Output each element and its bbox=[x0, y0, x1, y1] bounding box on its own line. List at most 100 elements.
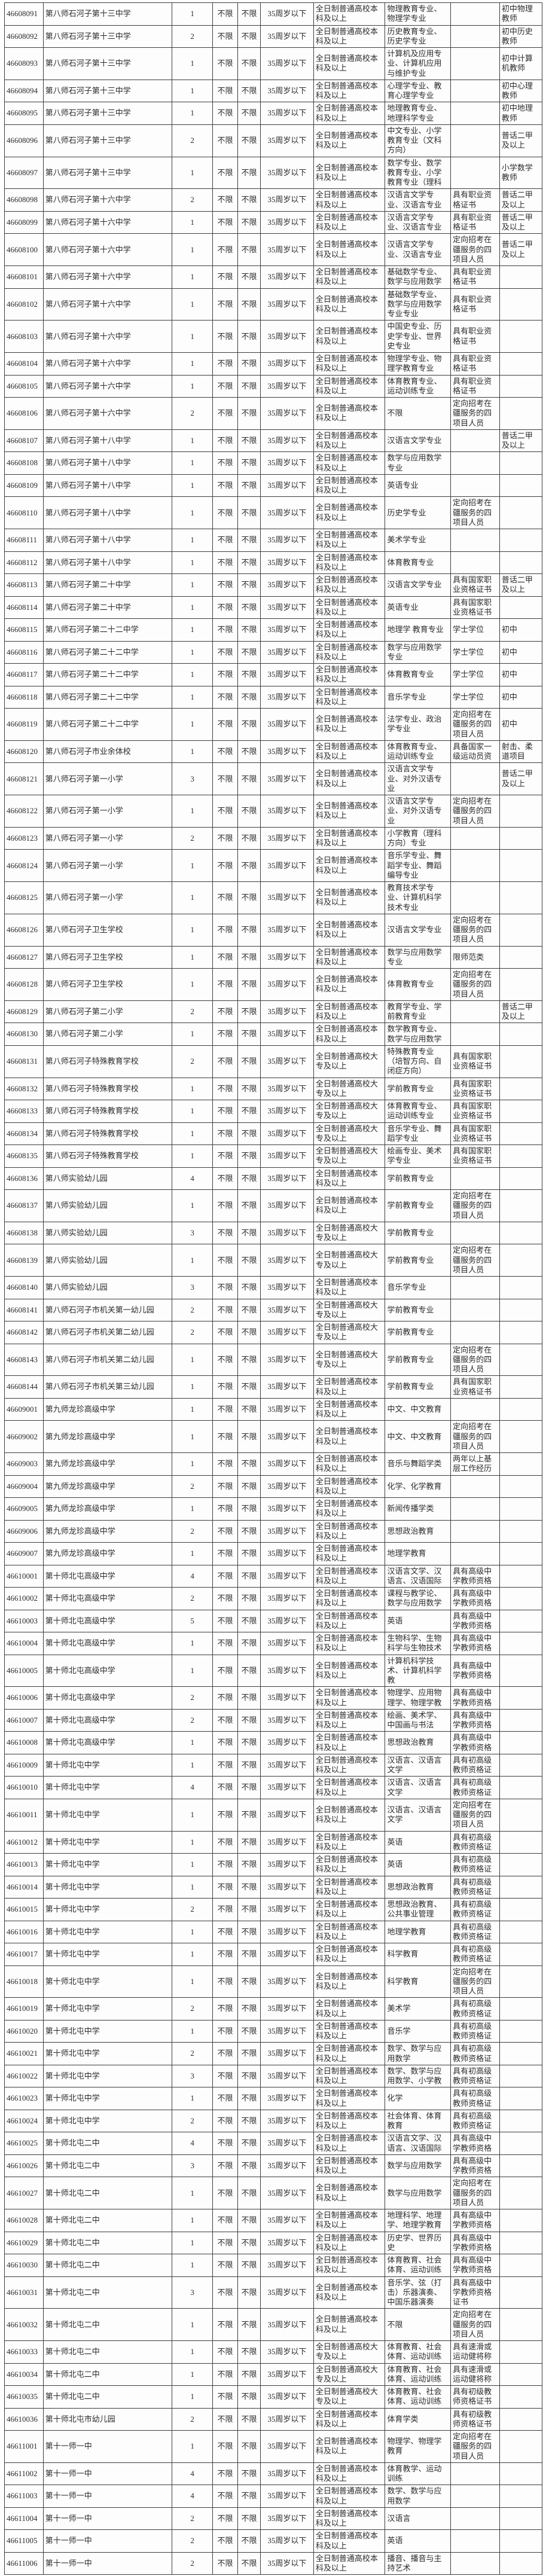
cell-openings: 1 bbox=[172, 1943, 213, 1966]
cell-other-requirement: 具有职业资格证书 bbox=[450, 265, 500, 289]
cell-remark bbox=[499, 397, 543, 430]
cell-job-id: 46610020 bbox=[4, 2019, 44, 2043]
cell-job-id: 46609004 bbox=[4, 1475, 44, 1498]
cell-major: 数学、数学与应用数学 bbox=[385, 2042, 452, 2065]
cell-gender-limit: 不限 bbox=[212, 1920, 239, 1943]
cell-gender-limit: 不限 bbox=[212, 762, 239, 795]
cell-major: 学前教育专业 bbox=[385, 1321, 452, 1344]
table-row: 46608110 第八师石河子第十八中学 1 不限 不限 35周岁以下 全日制普通高校本科及… bbox=[4, 496, 543, 529]
cell-education: 全日制普通高校本科及以上 bbox=[313, 1898, 386, 1921]
cell-gender-limit: 不限 bbox=[212, 1397, 239, 1421]
cell-remark bbox=[499, 2551, 543, 2575]
table-row: 46610018 第十师北屯中学 1 不限 不限 35周岁以下 全日制普通高校本科及以上 科学… bbox=[4, 1965, 543, 1998]
cell-other-requirement: 定向招考在疆服务的四项目人员 bbox=[450, 1189, 500, 1222]
cell-major: 音乐学专业 bbox=[385, 685, 452, 709]
cell-employer: 第十一师一中 bbox=[42, 2529, 173, 2553]
cell-age-limit: 35周岁以下 bbox=[260, 2407, 314, 2431]
cell-gender-limit: 不限 bbox=[212, 2209, 239, 2232]
cell-remark bbox=[499, 1497, 543, 1521]
cell-employer: 第八师石河子第十八中学 bbox=[42, 429, 173, 453]
cell-major: 特殊教育专业（培智方向、自闭症方向） bbox=[385, 1045, 452, 1078]
cell-ethnic-limit: 不限 bbox=[237, 1475, 261, 1498]
cell-ethnic-limit: 不限 bbox=[237, 2231, 261, 2254]
cell-employer: 第八师实验幼儿园 bbox=[42, 1244, 173, 1277]
cell-remark bbox=[499, 1731, 543, 1754]
cell-job-id: 46610012 bbox=[4, 1830, 44, 1854]
cell-major: 学前教育专业 bbox=[385, 1077, 452, 1100]
cell-employer: 第十师北屯二中 bbox=[42, 2231, 173, 2254]
cell-gender-limit: 不限 bbox=[212, 1189, 239, 1222]
cell-remark: 初中物理教师 bbox=[499, 2, 543, 26]
cell-remark: 普话二甲及以上 bbox=[499, 210, 543, 234]
cell-ethnic-limit: 不限 bbox=[237, 1943, 261, 1966]
cell-openings: 2 bbox=[172, 2507, 213, 2531]
cell-job-id: 46609003 bbox=[4, 1452, 44, 1476]
cell-other-requirement bbox=[450, 1321, 500, 1344]
cell-openings: 2 bbox=[172, 188, 213, 212]
cell-other-requirement: 具有国家职业资格证书 bbox=[450, 1045, 500, 1078]
table-row: 46610008 第十师北屯高级中学 1 不限 不限 35周岁以下 全日制普通高校本科及以上… bbox=[4, 1731, 543, 1754]
cell-openings: 1 bbox=[172, 1023, 213, 1046]
cell-other-requirement: 定向招考在疆服务的四项目人员 bbox=[450, 1798, 500, 1832]
table-row: 46608122 第八师石河子第一小学 1 不限 不限 35周岁以下 全日制普通高校本科及以… bbox=[4, 795, 543, 828]
cell-major: 法学专业、政治学专业 bbox=[385, 708, 452, 741]
cell-gender-limit: 不限 bbox=[212, 1609, 239, 1632]
cell-employer: 第八师实验幼儿园 bbox=[42, 1167, 173, 1190]
cell-job-id: 46609006 bbox=[4, 1519, 44, 1543]
cell-ethnic-limit: 不限 bbox=[237, 685, 261, 709]
cell-remark: 普话二甲及以上 bbox=[499, 762, 543, 795]
cell-employer: 第十师北屯中学 bbox=[42, 1920, 173, 1943]
cell-education: 全日制普通高校本科及以上 bbox=[313, 2109, 386, 2133]
cell-remark bbox=[499, 2407, 543, 2431]
cell-other-requirement: 具有国家职业资格证书 bbox=[450, 1100, 500, 1123]
table-row: 46610020 第十师北屯中学 1 不限 不限 35周岁以下 全日制普通高校本科及以上 音乐… bbox=[4, 2019, 543, 2043]
cell-employer: 第十师北屯中学 bbox=[42, 2019, 173, 2043]
cell-age-limit: 35周岁以下 bbox=[260, 352, 314, 376]
table-row: 46610036 第十师北屯市幼儿园 2 不限 不限 35周岁以下 全日制普通高校本科及以上… bbox=[4, 2407, 543, 2431]
table-row: 46610034 第十师北屯二中 1 不限 不限 35周岁以下 全日制普通高校大专及以上 体育… bbox=[4, 2363, 543, 2386]
cell-major: 汉语言文学专业、对外汉语专业 bbox=[385, 762, 452, 795]
cell-major: 播音、播音与主持艺术 bbox=[385, 2551, 452, 2575]
cell-ethnic-limit: 不限 bbox=[237, 1708, 261, 1732]
table-row: 46608098 第八师石河子第十六中学 2 不限 不限 35周岁以下 全日制普通高校本科及… bbox=[4, 188, 543, 212]
cell-employer: 第十师北屯中学 bbox=[42, 1776, 173, 1799]
cell-job-id: 46608121 bbox=[4, 762, 44, 795]
cell-other-requirement bbox=[450, 79, 500, 103]
cell-openings: 4 bbox=[172, 1167, 213, 1190]
cell-job-id: 46608129 bbox=[4, 1000, 44, 1024]
cell-gender-limit: 不限 bbox=[212, 233, 239, 266]
cell-other-requirement: 具有初高级教师资格证 bbox=[450, 1875, 500, 1899]
cell-education: 全日制普通高校本科及以上 bbox=[313, 2507, 386, 2531]
cell-education: 全日制普通高校大专及以上 bbox=[313, 2363, 386, 2386]
cell-gender-limit: 不限 bbox=[212, 1452, 239, 1476]
cell-other-requirement bbox=[450, 124, 500, 157]
cell-major: 体育教育、社会体育、运动训练 bbox=[385, 2254, 452, 2277]
cell-job-id: 46608103 bbox=[4, 320, 44, 353]
cell-age-limit: 35周岁以下 bbox=[260, 429, 314, 453]
cell-openings: 1 bbox=[172, 374, 213, 398]
cell-age-limit: 35周岁以下 bbox=[260, 2485, 314, 2508]
cell-age-limit: 35周岁以下 bbox=[260, 1564, 314, 1588]
cell-job-id: 46609002 bbox=[4, 1420, 44, 1453]
cell-job-id: 46610027 bbox=[4, 2177, 44, 2209]
cell-gender-limit: 不限 bbox=[212, 102, 239, 125]
cell-major: 英语 bbox=[385, 1609, 452, 1632]
cell-openings: 4 bbox=[172, 1776, 213, 1799]
table-row: 46610013 第十师北屯中学 1 不限 不限 35周岁以下 全日制普通高校本科及以上 英语… bbox=[4, 1853, 543, 1876]
cell-employer: 第八师石河子第十六中学 bbox=[42, 188, 173, 212]
cell-ethnic-limit: 不限 bbox=[237, 2340, 261, 2364]
cell-other-requirement: 具有国家职业资格证书 bbox=[450, 1077, 500, 1100]
cell-age-limit: 35周岁以下 bbox=[260, 2276, 314, 2309]
cell-gender-limit: 不限 bbox=[212, 849, 239, 882]
cell-openings: 1 bbox=[172, 1420, 213, 1453]
cell-openings: 1 bbox=[172, 496, 213, 529]
cell-major: 社会体育、体育教育 bbox=[385, 2109, 452, 2133]
cell-gender-limit: 不限 bbox=[212, 2109, 239, 2133]
table-row: 46608124 第八师石河子第一小学 1 不限 不限 35周岁以下 全日制普通高校本科及以… bbox=[4, 849, 543, 882]
cell-ethnic-limit: 不限 bbox=[237, 1298, 261, 1321]
cell-gender-limit: 不限 bbox=[212, 1000, 239, 1024]
cell-age-limit: 35周岁以下 bbox=[260, 849, 314, 882]
cell-ethnic-limit: 不限 bbox=[237, 573, 261, 597]
table-row: 46608130 第八师石河子第二小学 1 不限 不限 35周岁以下 全日制普通高校本科及以… bbox=[4, 1023, 543, 1046]
cell-major: 中国史专业、历史学专业、世界史专业 bbox=[385, 320, 452, 353]
